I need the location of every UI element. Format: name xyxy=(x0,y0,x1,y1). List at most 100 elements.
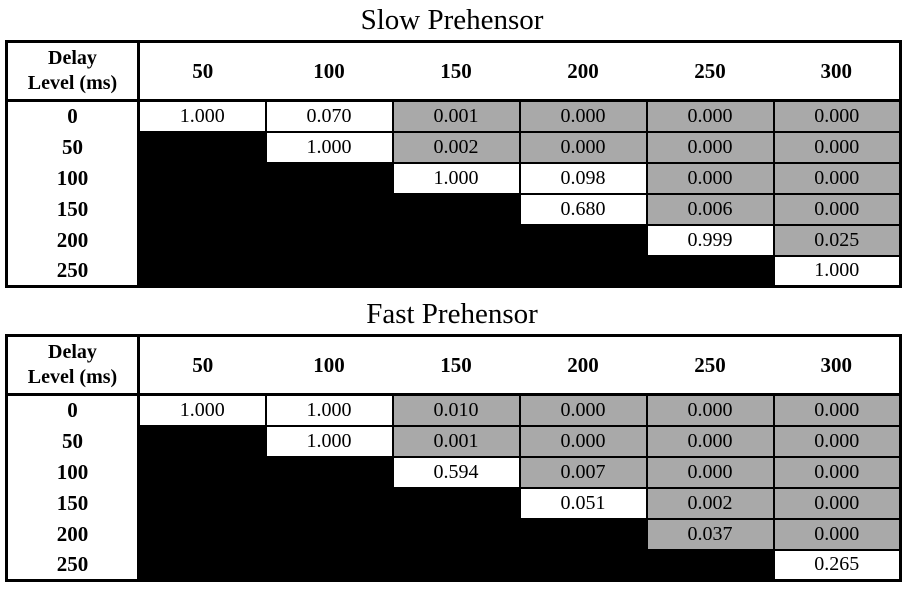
value-cell: 0.006 xyxy=(645,192,775,226)
value-cell: 1.000 xyxy=(264,393,394,427)
value-cell: 0.001 xyxy=(391,424,521,458)
row-label: 50 xyxy=(6,131,140,163)
table-row: 150 0.051 0.002 0.000 xyxy=(6,486,902,520)
value-cell xyxy=(137,130,267,164)
value-cell: 1.000 xyxy=(264,424,394,458)
value-cell: 0.002 xyxy=(391,130,521,164)
value-cell: 0.680 xyxy=(518,192,648,226)
column-header: 250 xyxy=(646,335,774,396)
table-row: 250 1.000 xyxy=(6,254,902,288)
fast-prehensor-table: Delay Level (ms) 50 100 150 200 250 300 … xyxy=(5,334,902,582)
value-cell xyxy=(264,455,394,489)
value-cell: 0.051 xyxy=(518,486,648,520)
value-cell xyxy=(137,517,267,551)
value-cell xyxy=(645,548,775,582)
value-cell: 0.000 xyxy=(772,393,902,427)
value-cell xyxy=(264,192,394,226)
row-label: 200 xyxy=(6,518,140,550)
value-cell xyxy=(264,517,394,551)
value-cell: 0.000 xyxy=(645,393,775,427)
value-cell: 0.025 xyxy=(772,223,902,257)
value-cell xyxy=(518,223,648,257)
row-label: 50 xyxy=(6,425,140,457)
value-cell: 0.999 xyxy=(645,223,775,257)
table-row: 200 0.037 0.000 xyxy=(6,517,902,551)
row-label: 250 xyxy=(6,549,140,581)
value-cell: 0.000 xyxy=(772,192,902,226)
table-body-1: 0 1.000 1.000 0.010 0.000 0.000 0.000 50 1.000 0.… xyxy=(6,393,902,582)
value-cell: 1.000 xyxy=(137,99,267,133)
value-cell xyxy=(264,223,394,257)
column-header: 50 xyxy=(138,335,266,396)
table-title-slow: Slow Prehensor xyxy=(360,4,544,36)
value-cell: 0.000 xyxy=(518,99,648,133)
value-cell xyxy=(137,424,267,458)
value-cell xyxy=(264,254,394,288)
value-cell xyxy=(264,486,394,520)
row-label: 200 xyxy=(6,224,140,256)
value-cell: 0.010 xyxy=(391,393,521,427)
value-cell: 0.007 xyxy=(518,455,648,489)
value-cell: 0.000 xyxy=(772,161,902,195)
column-header: 200 xyxy=(519,335,647,396)
value-cell: 0.000 xyxy=(772,424,902,458)
value-cell xyxy=(391,254,521,288)
value-cell xyxy=(137,254,267,288)
value-cell xyxy=(264,548,394,582)
row-label: 150 xyxy=(6,193,140,225)
column-header: 100 xyxy=(265,335,393,396)
value-cell: 0.002 xyxy=(645,486,775,520)
row-label: 100 xyxy=(6,162,140,194)
table-row: 50 1.000 0.002 0.000 0.000 0.000 xyxy=(6,130,902,164)
value-cell: 0.037 xyxy=(645,517,775,551)
value-cell xyxy=(518,254,648,288)
value-cell xyxy=(391,192,521,226)
table-body-0: 0 1.000 0.070 0.001 0.000 0.000 0.000 50 1.000 0.… xyxy=(6,99,902,288)
corner-header: Delay Level (ms) xyxy=(6,335,140,396)
value-cell xyxy=(137,455,267,489)
value-cell: 0.000 xyxy=(772,130,902,164)
value-cell xyxy=(137,192,267,226)
table-row: 100 0.594 0.007 0.000 0.000 xyxy=(6,455,902,489)
value-cell: 1.000 xyxy=(772,254,902,288)
value-cell: 0.000 xyxy=(772,99,902,133)
value-cell xyxy=(391,223,521,257)
row-label: 0 xyxy=(6,394,140,426)
table-row: 0 1.000 0.070 0.001 0.000 0.000 0.000 xyxy=(6,99,902,133)
value-cell: 0.070 xyxy=(264,99,394,133)
row-label: 0 xyxy=(6,100,140,132)
value-cell xyxy=(137,548,267,582)
value-cell xyxy=(391,517,521,551)
value-cell: 0.000 xyxy=(518,424,648,458)
value-cell: 1.000 xyxy=(137,393,267,427)
value-cell: 0.000 xyxy=(772,517,902,551)
value-cell xyxy=(645,254,775,288)
value-cell: 0.098 xyxy=(518,161,648,195)
corner-header-line1: Delay xyxy=(48,47,97,69)
header-row: Delay Level (ms) 50 100 150 200 250 300 xyxy=(6,41,901,102)
column-header: 300 xyxy=(773,41,901,102)
column-header: 250 xyxy=(646,41,774,102)
row-label: 250 xyxy=(6,255,140,287)
table-row: 50 1.000 0.001 0.000 0.000 0.000 xyxy=(6,424,902,458)
value-cell: 1.000 xyxy=(264,130,394,164)
value-cell: 0.000 xyxy=(645,455,775,489)
value-cell xyxy=(518,548,648,582)
table-row: 0 1.000 1.000 0.010 0.000 0.000 0.000 xyxy=(6,393,902,427)
value-cell xyxy=(137,223,267,257)
column-header: 150 xyxy=(392,335,520,396)
value-cell: 0.000 xyxy=(645,130,775,164)
value-cell: 0.000 xyxy=(772,455,902,489)
table-row: 200 0.999 0.025 xyxy=(6,223,902,257)
value-cell xyxy=(137,161,267,195)
slow-prehensor-table: Delay Level (ms) 50 100 150 200 250 300 … xyxy=(5,40,902,288)
corner-header-line1: Delay xyxy=(48,341,97,363)
table-row: 150 0.680 0.006 0.000 xyxy=(6,192,902,226)
value-cell xyxy=(264,161,394,195)
value-cell: 0.265 xyxy=(772,548,902,582)
column-header: 100 xyxy=(265,41,393,102)
corner-header-line2: Level (ms) xyxy=(27,366,118,388)
value-cell: 0.000 xyxy=(772,486,902,520)
value-cell: 0.000 xyxy=(518,393,648,427)
